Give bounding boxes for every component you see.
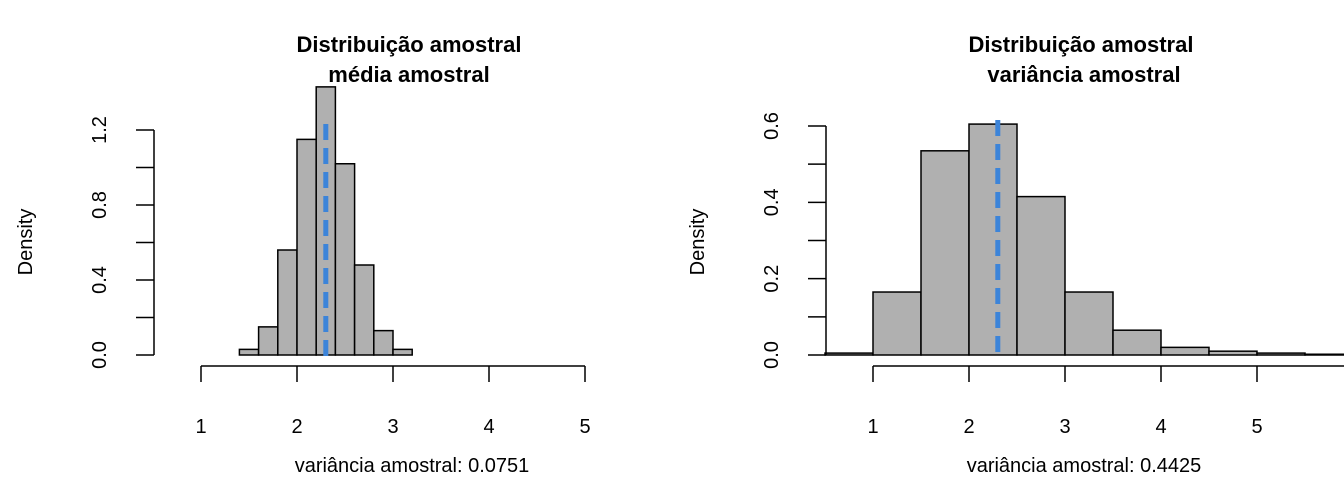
histogram-bar (920, 150, 970, 356)
x-axis-label: variância amostral: 0.4425 (967, 455, 1202, 477)
chart-title: Distribuição amostral (969, 32, 1194, 57)
histogram-bar (257, 326, 279, 356)
y-tick-label: 0.4 (761, 188, 783, 216)
chart-subtitle: média amostral (328, 62, 489, 87)
x-tick-label: 4 (483, 416, 494, 438)
panel-media-amostral: Distribuição amostral média amostral var… (15, 32, 591, 477)
y-axis-label: Density (687, 209, 709, 276)
histogram-bar (353, 264, 375, 356)
y-tick-label: 0.0 (89, 341, 111, 369)
x-axis-label: variância amostral: 0.0751 (295, 455, 530, 477)
bars (238, 86, 413, 357)
y-tick-label: 0.8 (89, 191, 111, 219)
histogram-bar (968, 123, 1018, 356)
y-tick-label: 1.2 (89, 116, 111, 144)
histogram-bar (238, 348, 260, 356)
x-tick-label: 5 (579, 416, 590, 438)
y-tick-label: 0.0 (761, 341, 783, 369)
histogram-bar (1016, 195, 1066, 356)
histogram-bar (392, 348, 413, 356)
x-tick-label: 5 (1251, 416, 1262, 438)
histogram-bar (277, 249, 298, 356)
chart-subtitle: variância amostral (987, 62, 1180, 87)
x-tick-label: 2 (291, 416, 302, 438)
chart-title: Distribuição amostral (297, 32, 522, 57)
histogram-bar (373, 329, 394, 356)
histogram-bar (1160, 346, 1210, 356)
y-tick-label: 0.6 (761, 112, 783, 140)
axes: 1 2 3 4 5 0.0 0.2 0.4 0.6 (761, 112, 1344, 438)
bars (824, 120, 1344, 357)
histogram-bar (1064, 291, 1114, 356)
x-tick-label: 4 (1155, 416, 1166, 438)
x-tick-label: 1 (195, 416, 206, 438)
histogram-bar (1304, 353, 1344, 356)
y-tick-label: 0.4 (89, 266, 111, 294)
histogram-bar (334, 163, 356, 356)
histogram-bar (824, 352, 874, 356)
histogram-bar (1112, 329, 1162, 356)
x-tick-label: 2 (963, 416, 974, 438)
x-tick-label: 3 (387, 416, 398, 438)
histogram-bar (1208, 350, 1258, 356)
y-tick-label: 0.2 (761, 265, 783, 293)
histogram-bar (872, 291, 922, 356)
x-tick-label: 3 (1059, 416, 1070, 438)
axes: 1 2 3 4 5 0.0 0.4 0.8 1.2 (89, 116, 591, 438)
y-axis-label: Density (15, 209, 37, 276)
panel-variancia-amostral: Distribuição amostral variância amostral… (687, 32, 1344, 477)
x-tick-label: 1 (867, 416, 878, 438)
histogram-bar (1256, 352, 1306, 356)
histogram-bar (296, 138, 317, 356)
